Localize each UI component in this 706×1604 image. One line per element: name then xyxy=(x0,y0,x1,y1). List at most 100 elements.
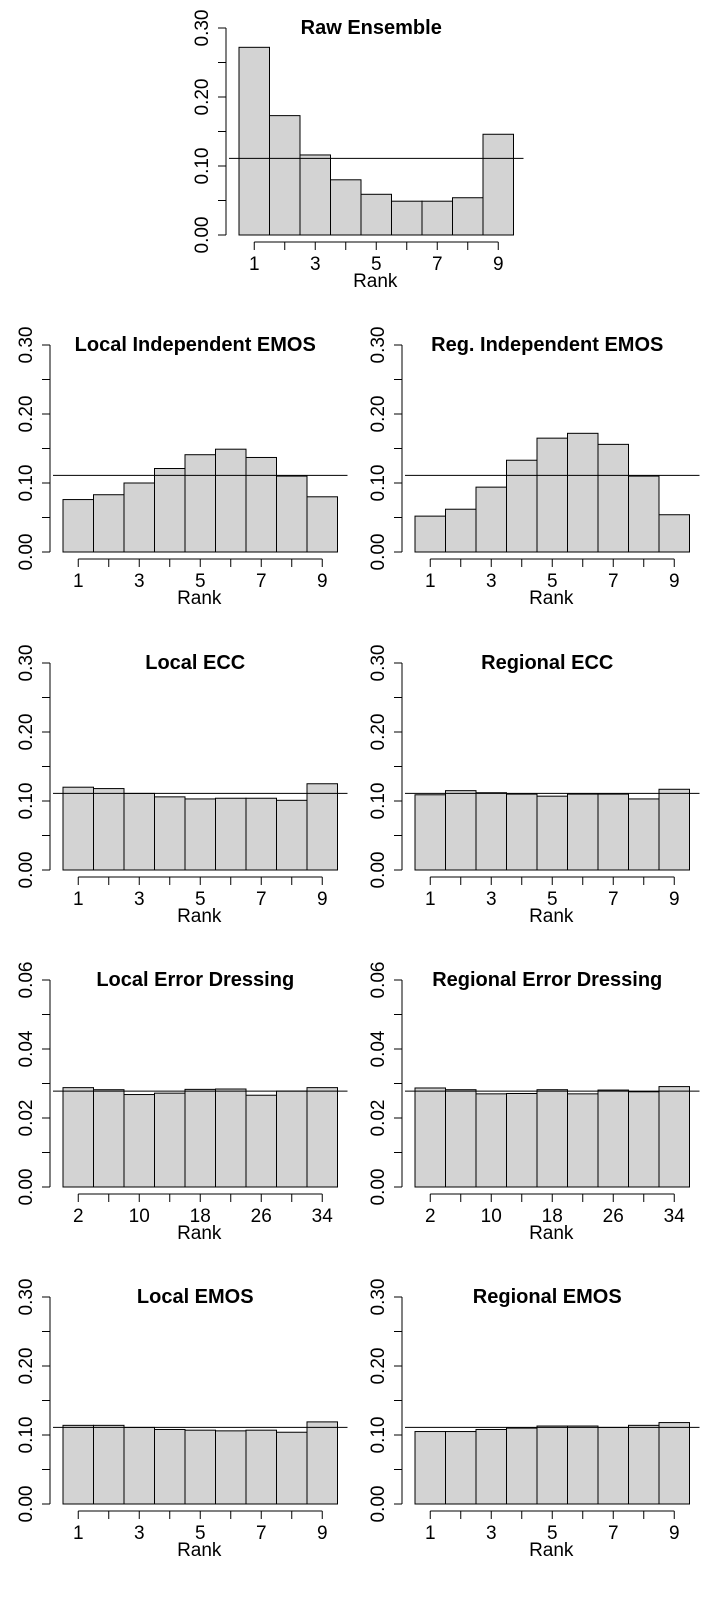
histogram-bar xyxy=(414,515,446,553)
histogram-bar xyxy=(62,786,94,871)
panel-local-ecc: Local ECC 0.00 0.10 0.20 0.30 1 3 5 7 9 Rank xyxy=(16,645,348,927)
x-tick-label: 3 xyxy=(310,254,321,275)
x-tick-label: 7 xyxy=(608,1523,619,1544)
histogram-bar xyxy=(306,1087,338,1188)
chart-title: Local Error Dressing xyxy=(96,969,294,991)
y-tick-label: 0.06 xyxy=(16,962,37,999)
y-tick-label: 0.20 xyxy=(16,1348,37,1385)
x-tick-label: 9 xyxy=(317,889,328,910)
histogram-bar xyxy=(154,468,186,553)
x-axis-label: Rank xyxy=(353,271,398,292)
histogram-bar xyxy=(475,792,507,871)
x-tick-label: 9 xyxy=(317,1523,328,1544)
histogram-bar xyxy=(62,1087,94,1188)
y-tick-label: 0.00 xyxy=(368,1169,389,1206)
x-tick-label: 9 xyxy=(669,889,680,910)
y-tick-label: 0.20 xyxy=(368,396,389,433)
y-tick-label: 0.30 xyxy=(16,1279,37,1316)
histogram-bar xyxy=(62,499,94,553)
histogram-bar xyxy=(414,794,446,871)
histogram-bar xyxy=(597,443,629,553)
x-tick-label: 5 xyxy=(195,571,206,592)
panel-regional-ecc: Regional ECC 0.00 0.10 0.20 0.30 1 3 5 7 9 Rank xyxy=(368,645,700,927)
y-tick-label: 0.10 xyxy=(16,465,37,502)
x-tick-label: 1 xyxy=(425,571,436,592)
histogram-bar xyxy=(123,1426,155,1505)
histogram-bar xyxy=(445,790,477,871)
x-tick-label: 3 xyxy=(486,1523,497,1544)
x-tick-label: 1 xyxy=(73,1523,84,1544)
y-tick-label: 0.10 xyxy=(368,1417,389,1454)
histogram-bar xyxy=(414,1087,446,1188)
x-tick-label: 7 xyxy=(608,889,619,910)
panel-raw-ensemble: Raw Ensemble 0.00 0.10 0.20 0.30 1 3 5 7 9 Rank xyxy=(192,10,524,292)
histogram-bar xyxy=(93,788,125,871)
y-tick-label: 0.10 xyxy=(16,783,37,820)
x-axis-label: Rank xyxy=(177,1540,222,1561)
y-tick-label: 0.20 xyxy=(16,714,37,751)
histogram-bar xyxy=(238,46,270,236)
histogram-bar xyxy=(506,793,538,871)
y-tick-label: 0.00 xyxy=(192,217,213,254)
x-tick-label: 5 xyxy=(195,1523,206,1544)
y-tick-label: 0.00 xyxy=(16,534,37,571)
x-tick-label: 1 xyxy=(425,889,436,910)
x-tick-label: 5 xyxy=(195,889,206,910)
histogram-bar xyxy=(276,1090,308,1188)
chart-title: Local ECC xyxy=(145,652,245,674)
y-tick-label: 0.00 xyxy=(368,852,389,889)
histogram-bar xyxy=(93,1089,125,1188)
histogram-bar xyxy=(628,1424,660,1505)
y-tick-label: 0.30 xyxy=(16,645,37,682)
histogram-bar xyxy=(245,797,277,871)
histogram-bar xyxy=(597,1089,629,1188)
x-tick-label: 26 xyxy=(603,1206,624,1227)
histogram-bar xyxy=(597,1426,629,1505)
chart-title: Raw Ensemble xyxy=(301,17,442,39)
histogram-bar xyxy=(276,475,308,553)
histogram-bar xyxy=(245,1094,277,1188)
histogram-bar xyxy=(475,1428,507,1505)
x-axis-label: Rank xyxy=(529,1223,574,1244)
histogram-bar xyxy=(154,1428,186,1505)
x-tick-label: 5 xyxy=(547,571,558,592)
y-tick-label: 0.10 xyxy=(368,783,389,820)
histogram-bar xyxy=(658,1086,690,1188)
histogram-bar xyxy=(330,179,362,236)
x-tick-label: 18 xyxy=(542,1206,563,1227)
x-tick-label: 26 xyxy=(251,1206,272,1227)
panel-reg-independent-emos: Reg. Independent EMOS 0.00 0.10 0.20 0.30 1 3 5… xyxy=(368,327,700,609)
histogram-bar xyxy=(215,448,247,553)
histogram-bar xyxy=(391,200,423,236)
panel-local-independent-emos: Local Independent EMOS 0.00 0.10 0.20 0.30 1 3… xyxy=(16,327,348,609)
x-tick-label: 9 xyxy=(493,254,504,275)
chart-title: Local EMOS xyxy=(137,1286,254,1308)
x-axis-label: Rank xyxy=(529,906,574,927)
x-tick-label: 7 xyxy=(608,571,619,592)
histogram-bar xyxy=(154,1092,186,1188)
histogram-bar xyxy=(536,1425,568,1505)
y-tick-label: 0.00 xyxy=(16,852,37,889)
histogram-bar xyxy=(154,796,186,871)
y-tick-label: 0.20 xyxy=(368,714,389,751)
x-tick-label: 7 xyxy=(432,254,443,275)
histogram-bar xyxy=(123,792,155,871)
x-tick-label: 3 xyxy=(486,571,497,592)
histogram-bar xyxy=(306,783,338,871)
histogram-bar xyxy=(215,797,247,871)
histogram-bar xyxy=(245,1429,277,1505)
histogram-bar xyxy=(62,1424,94,1505)
y-tick-label: 0.30 xyxy=(16,327,37,364)
y-tick-label: 0.10 xyxy=(192,148,213,185)
histogram-bar xyxy=(536,1089,568,1188)
y-tick-label: 0.04 xyxy=(16,1030,37,1067)
histogram-bar xyxy=(93,494,125,553)
panel-regional-emos: Regional EMOS 0.00 0.10 0.20 0.30 1 3 5 7 9 Rank xyxy=(368,1279,700,1561)
histogram-bar xyxy=(506,1427,538,1505)
panel-local-error-dressing: Local Error Dressing 0.00 0.02 0.04 0.06 2 10 1… xyxy=(16,962,348,1244)
x-tick-label: 7 xyxy=(256,1523,267,1544)
chart-title: Regional EMOS xyxy=(473,1286,622,1308)
y-tick-label: 0.00 xyxy=(16,1169,37,1206)
histogram-bar xyxy=(306,1421,338,1505)
histogram-bar xyxy=(421,200,453,236)
